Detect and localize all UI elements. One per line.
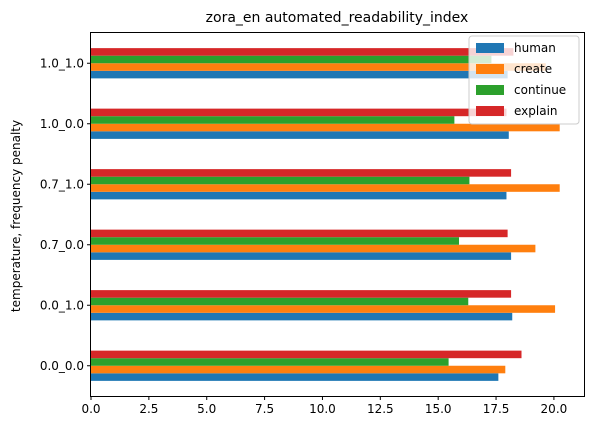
y-tick-label: 0.0_0.0 [40,359,84,373]
bar-explain-0.0_1.0 [91,290,512,298]
bar-human-1.0_1.0 [91,70,508,79]
legend-swatch-human [476,43,504,53]
y-tick-label: 1.0_0.0 [40,117,84,131]
legend-label-create: create [514,62,552,76]
legend: human create continue explain [468,35,580,125]
bar-continue-0.7_1.0 [91,176,470,185]
bar-continue-1.0_1.0 [91,55,492,64]
legend-label-explain: explain [514,104,558,118]
bar-create-1.0_0.0 [91,123,560,132]
legend-label-human: human [514,41,556,55]
legend-swatch-explain [476,106,504,116]
y-axis-title: temperature, frequency penalty [9,120,23,312]
legend-swatch-continue [476,85,504,95]
bar-explain-0.7_1.0 [91,169,512,177]
x-tick-label: 0.0 [81,402,100,416]
legend-frame [468,35,580,125]
bar-human-0.0_0.0 [91,373,499,381]
bar-explain-0.0_0.0 [91,350,522,359]
x-tick-label: 5.0 [197,402,216,416]
chart-title: zora_en automated_readability_index [206,10,469,26]
x-tick-label: 7.5 [255,402,274,416]
bar-create-1.0_1.0 [91,63,546,71]
plot-area-frame [90,32,585,397]
bar-explain-0.7_0.0 [91,229,508,238]
bar-create-0.0_0.0 [91,365,506,374]
bar-continue-0.0_1.0 [91,297,469,306]
bar-create-0.7_1.0 [91,184,560,192]
bar-continue-0.0_0.0 [91,358,449,366]
x-tick-label: 2.5 [139,402,158,416]
bar-explain-1.0_0.0 [91,108,507,117]
bars-layer [91,48,560,381]
bar-human-0.7_1.0 [91,191,507,200]
legend-swatch-create [476,64,504,74]
x-tick-label: 10.0 [309,402,336,416]
x-tick-label: 12.5 [367,402,394,416]
bar-continue-0.7_0.0 [91,237,460,245]
bar-continue-1.0_0.0 [91,116,455,124]
y-tick-label: 0.0_1.0 [40,298,84,312]
y-tick-label: 1.0_1.0 [40,56,84,70]
bar-human-0.7_0.0 [91,252,512,260]
y-tick-label: 0.7_0.0 [40,238,84,252]
bar-create-0.0_1.0 [91,305,556,313]
x-tick-label: 20.0 [541,402,568,416]
bar-human-0.0_1.0 [91,312,513,321]
y-tick-label: 0.7_1.0 [40,177,84,191]
x-tick-label: 17.5 [483,402,510,416]
ticks-layer: 0.0 2.5 5.0 7.5 10.0 12.5 15.0 17.5 20.0 0.0_0.0 0… [40,56,567,416]
legend-label-continue: continue [514,83,566,97]
bar-explain-1.0_1.0 [91,48,514,56]
x-tick-label: 15.0 [425,402,452,416]
bar-create-0.7_0.0 [91,244,536,253]
bar-human-1.0_0.0 [91,131,509,139]
